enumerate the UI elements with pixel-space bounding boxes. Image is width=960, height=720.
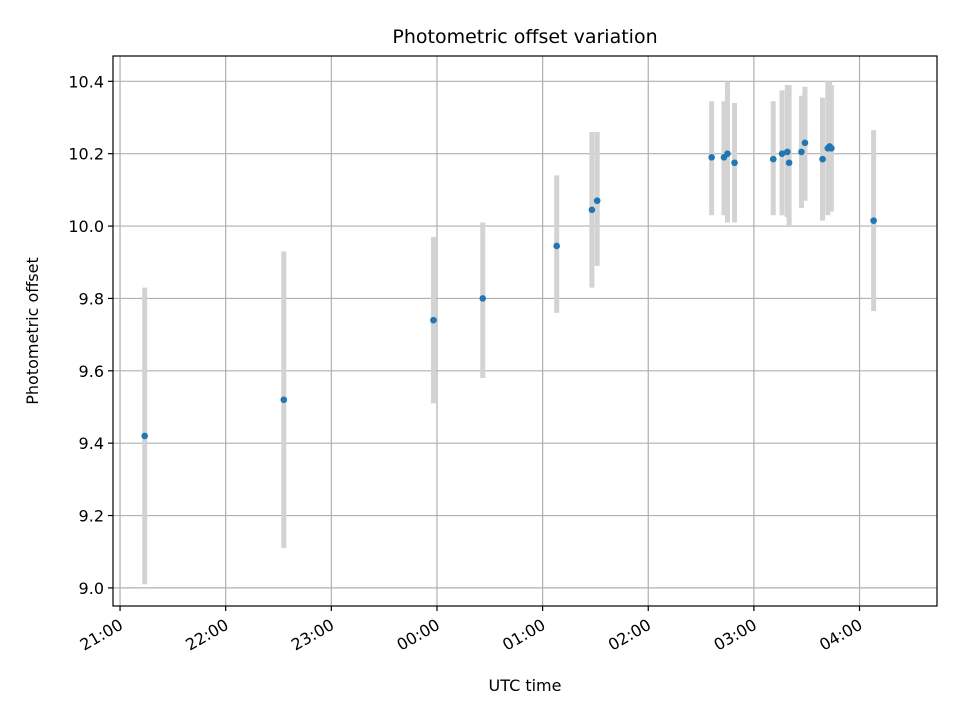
data-point (430, 316, 437, 324)
x-axis: 21:00 22:00 23:00 00:00 01:00 02:00 03:00 04:00 (77, 606, 866, 655)
x-tick-label: 21:00 (77, 615, 126, 655)
x-tick-label: 22:00 (182, 615, 231, 655)
data-point (479, 295, 487, 302)
data-point (553, 242, 560, 250)
data-point (769, 155, 777, 163)
data-point (141, 432, 148, 440)
data-point (280, 396, 288, 404)
data-point (731, 159, 738, 167)
data-point (708, 154, 715, 161)
data-point (870, 217, 877, 224)
y-tick-label: 9.4 (79, 434, 104, 453)
plot-frame (112, 55, 938, 607)
y-tick-label: 10.2 (68, 145, 104, 164)
x-tick-label: 01:00 (499, 615, 548, 655)
data-point (801, 139, 809, 147)
y-tick-label: 9.8 (79, 289, 104, 308)
data-point (784, 148, 791, 156)
x-tick-label: 02:00 (605, 615, 654, 655)
x-tick-label: 23:00 (288, 615, 337, 655)
grid-lines (113, 56, 937, 606)
data-point (785, 159, 793, 167)
data-point (798, 148, 805, 156)
y-tick-label: 9.2 (79, 507, 104, 526)
data-points (141, 139, 877, 440)
x-tick-label: 00:00 (394, 615, 443, 655)
data-point (588, 206, 596, 214)
data-point (819, 155, 826, 163)
plot-background (113, 56, 937, 606)
y-tick-label: 10.4 (68, 72, 104, 91)
data-point (724, 150, 731, 157)
data-point (778, 150, 786, 157)
x-tick-label: 03:00 (710, 615, 759, 655)
data-point (828, 144, 835, 152)
y-axis-label: Photometric offset (23, 257, 42, 405)
chart-title: Photometric offset variation (392, 26, 657, 48)
data-point (593, 197, 601, 205)
y-tick-label: 9.0 (79, 579, 104, 598)
x-axis-label: UTC time (489, 676, 562, 695)
y-axis: 9.0 9.2 9.4 9.6 9.8 10.0 10.2 10.4 (68, 72, 113, 598)
x-tick-label: 04:00 (816, 615, 865, 655)
y-tick-label: 9.6 (79, 362, 104, 381)
y-tick-label: 10.0 (68, 217, 104, 236)
